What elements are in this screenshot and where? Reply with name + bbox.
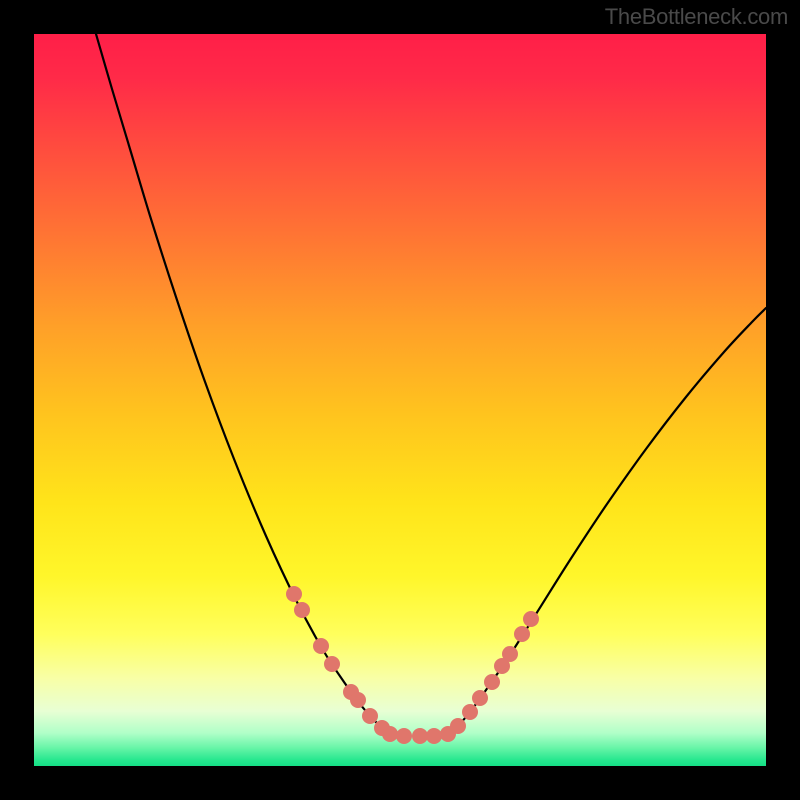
watermark-text: TheBottleneck.com: [605, 4, 788, 30]
marker-dot: [523, 611, 539, 627]
chart-frame: TheBottleneck.com: [0, 0, 800, 800]
marker-dot: [382, 726, 398, 742]
marker-dot: [514, 626, 530, 642]
plot-area: [34, 34, 766, 766]
marker-dot: [362, 708, 378, 724]
marker-dot: [324, 656, 340, 672]
marker-dot: [294, 602, 310, 618]
marker-dot: [313, 638, 329, 654]
gradient-background: [34, 34, 766, 766]
marker-dot: [462, 704, 478, 720]
marker-dot: [396, 728, 412, 744]
marker-dot: [426, 728, 442, 744]
marker-dot: [412, 728, 428, 744]
marker-dot: [350, 692, 366, 708]
marker-dot: [286, 586, 302, 602]
chart-svg: [34, 34, 766, 766]
marker-dot: [502, 646, 518, 662]
marker-dot: [484, 674, 500, 690]
marker-dot: [472, 690, 488, 706]
marker-dot: [450, 718, 466, 734]
